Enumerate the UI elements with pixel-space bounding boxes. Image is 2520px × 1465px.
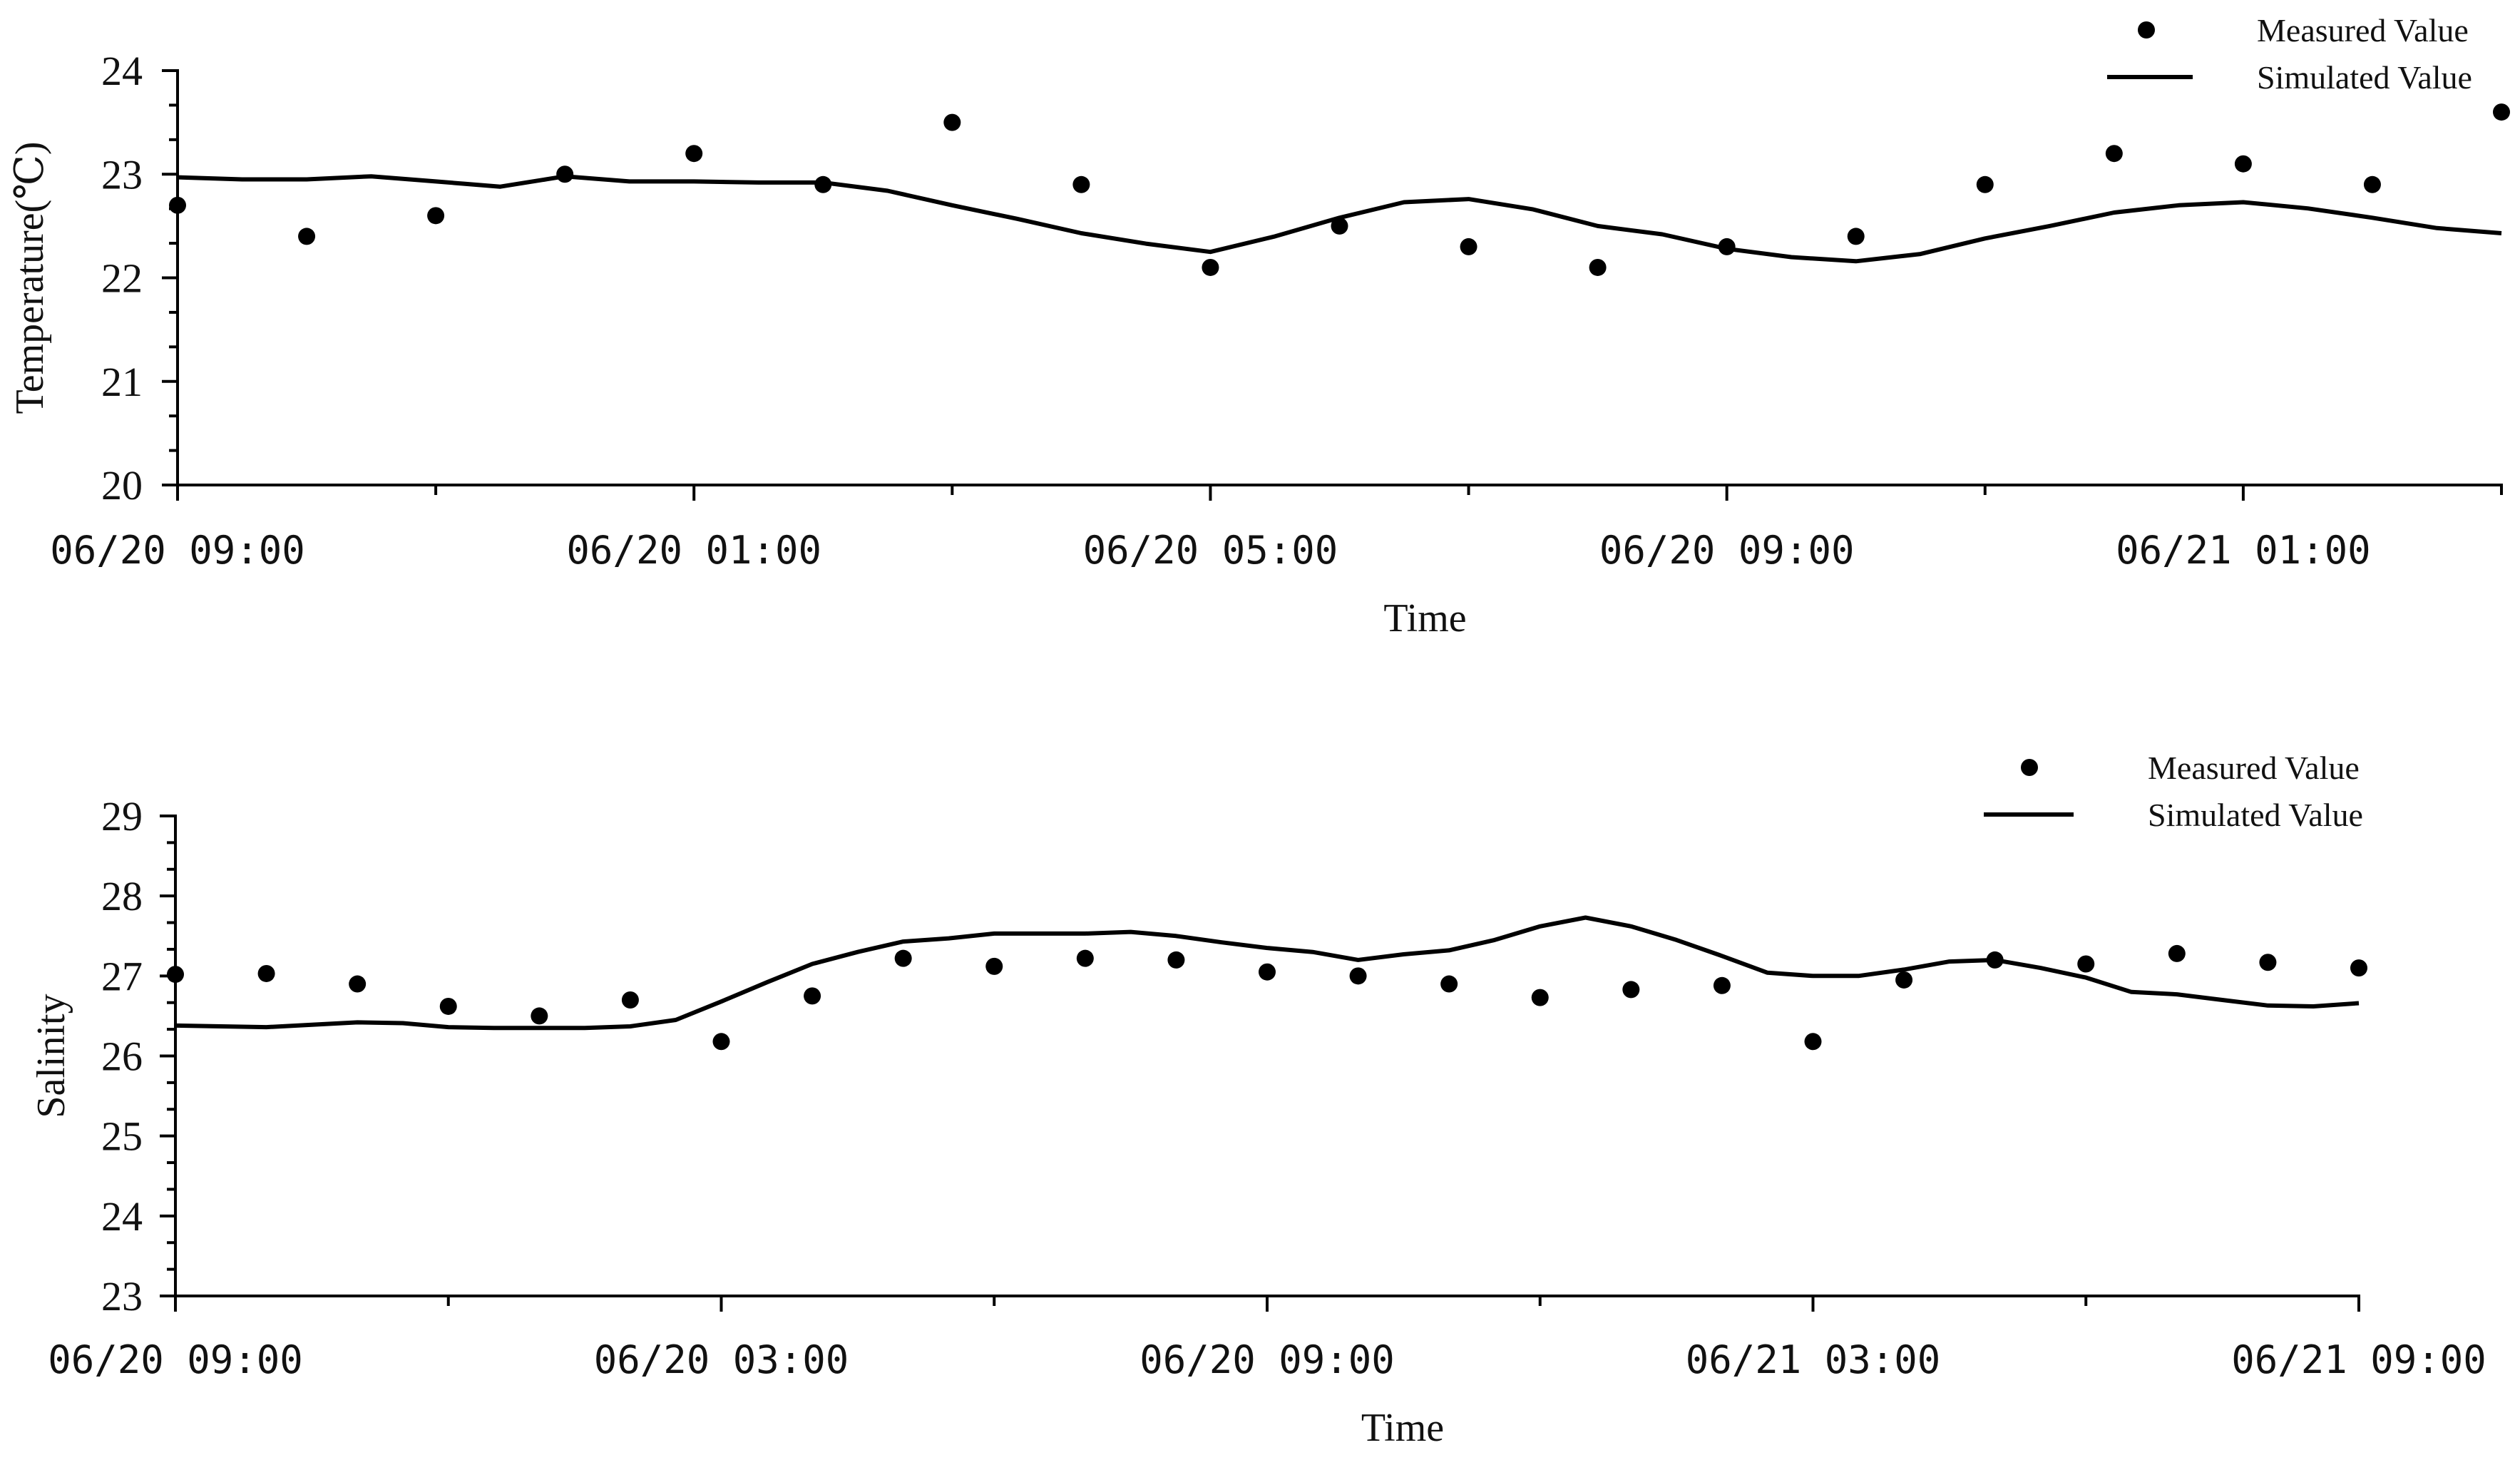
measured-value-point <box>943 113 961 131</box>
x-tick-label: 06/20 09:00 <box>1599 528 1855 573</box>
measured-value-point <box>169 196 186 214</box>
measured-value-point <box>712 1033 730 1051</box>
measured-value-point <box>439 997 457 1015</box>
measured-value-point <box>427 207 445 225</box>
measured-value-point <box>1331 217 1348 235</box>
y-tick-label: 24 <box>101 1193 143 1240</box>
legend-label-simulated: Simulated Value <box>2257 59 2472 96</box>
measured-value-point <box>1804 1033 1822 1051</box>
x-axis-title: Time <box>1361 1406 1444 1450</box>
measured-value-point <box>1976 175 1994 193</box>
x-tick-label: 06/20 05:00 <box>1083 528 1338 573</box>
temperature-chart: 20 21 22 23 24 06/20 09:00 06/20 01:00 06/20 05… <box>8 12 2510 640</box>
x-tick-label: 06/21 03:00 <box>1686 1337 1941 1382</box>
measured-value-point <box>1167 951 1185 969</box>
measured-value-point <box>531 1007 548 1025</box>
measured-value-point <box>167 966 184 984</box>
legend-marker-measured <box>2138 21 2155 39</box>
y-tick-label: 23 <box>101 1273 143 1319</box>
y-axis-title: Salinity <box>29 994 73 1118</box>
legend-label-simulated: Simulated Value <box>2148 797 2363 833</box>
measured-value-point <box>985 957 1003 975</box>
measured-value-point <box>257 964 275 982</box>
measured-value-point <box>2168 944 2186 962</box>
legend-marker-measured <box>2021 759 2038 776</box>
measured-value-point <box>1072 175 1090 193</box>
x-tick-label: 06/21 01:00 <box>2116 528 2371 573</box>
measured-value-point <box>2234 155 2252 173</box>
measured-value-point <box>2259 954 2277 971</box>
simulated-value-line <box>177 174 2502 264</box>
measured-value-point <box>2105 145 2123 163</box>
y-tick-label: 22 <box>101 255 143 302</box>
y-tick-label: 20 <box>101 462 143 509</box>
measured-value-point <box>1589 258 1607 276</box>
measured-value-point <box>804 987 821 1005</box>
y-tick-label: 29 <box>101 793 143 839</box>
measured-value-point <box>1202 258 1219 276</box>
measured-value-point <box>1349 967 1367 985</box>
y-tick-label: 23 <box>101 151 143 198</box>
measured-value-point <box>685 145 703 163</box>
measured-value-point <box>2493 103 2510 121</box>
legend-label-measured: Measured Value <box>2148 750 2360 786</box>
simulated-value-line <box>175 915 2360 1031</box>
x-tick-label: 06/20 03:00 <box>594 1337 849 1382</box>
y-tick-label: 28 <box>101 873 143 919</box>
measured-value-point <box>1847 228 1865 245</box>
measured-value-point <box>1076 949 1094 967</box>
x-tick-label: 06/20 01:00 <box>566 528 821 573</box>
measured-value-point <box>621 991 639 1009</box>
measured-value-point <box>2363 175 2381 193</box>
x-tick-label: 06/20 09:00 <box>1139 1337 1395 1382</box>
salinity-chart: 23 24 25 26 27 28 29 06/20 09:00 06/20 03:00 06/2… <box>29 750 2486 1450</box>
y-tick-label: 21 <box>101 359 143 405</box>
y-tick-label: 25 <box>101 1113 143 1160</box>
legend-label-measured: Measured Value <box>2257 12 2469 49</box>
measured-value-point <box>1460 238 1477 255</box>
measured-value-point <box>298 228 316 245</box>
x-axis-title: Time <box>1383 596 1466 640</box>
measured-value-point <box>1713 976 1731 994</box>
y-tick-label: 24 <box>101 48 143 94</box>
y-axis-title: Temperature(℃) <box>8 141 52 414</box>
x-tick-label: 06/20 09:00 <box>50 528 305 573</box>
measured-value-point <box>894 949 912 967</box>
measured-value-point <box>1531 989 1549 1006</box>
y-tick-label: 27 <box>101 953 143 999</box>
measured-value-point <box>1259 963 1276 981</box>
measured-value-point <box>1895 971 1913 989</box>
measured-value-point <box>349 975 367 993</box>
measured-value-point <box>2350 959 2367 977</box>
measured-value-point <box>2077 955 2095 973</box>
x-tick-label: 06/21 09:00 <box>2231 1337 2486 1382</box>
measured-value-point <box>1440 975 1458 993</box>
measured-value-point <box>1622 981 1640 999</box>
y-tick-label: 26 <box>101 1033 143 1080</box>
x-tick-label: 06/20 09:00 <box>48 1337 303 1382</box>
